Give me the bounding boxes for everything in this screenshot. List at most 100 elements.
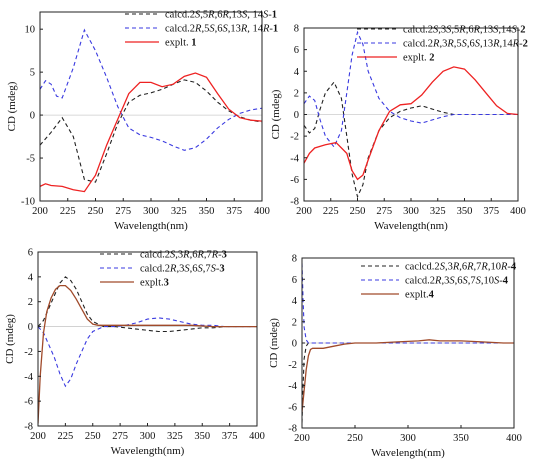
x-tick-label: 275 [115, 206, 131, 217]
x-tick-label: 250 [350, 206, 366, 217]
series-line-3 [304, 66, 518, 181]
y-tick-label: 2 [292, 317, 297, 328]
legend-label-2: calcd.2R,3S,6S,7S-3 [140, 264, 225, 275]
x-tick-label: 350 [453, 433, 469, 444]
x-tick-label: 325 [171, 206, 187, 217]
x-tick-label: 325 [167, 431, 183, 442]
chart-panel-top-right: 200 225 250 275 300 325 350 375 400 -8 -6 -4 -2 0 2 4 6 8… [270, 24, 528, 233]
legend-label-2: calcd.2R,3S,6S,7S,10S-4 [405, 276, 509, 287]
x-tick-label: 200 [294, 433, 310, 444]
y-tick-label: -8 [290, 197, 299, 208]
legend: calcd.2S,5R,6R,13S, 14S-1 calcd.2R,5S,6S,… [125, 10, 278, 49]
x-tick-label: 400 [506, 433, 522, 444]
series-line-1 [38, 276, 257, 333]
x-axis-label: Wavelength(nm) [111, 445, 185, 457]
x-tick-label: 350 [194, 431, 210, 442]
series-line-2 [38, 317, 257, 388]
y-tick-label: 8 [294, 24, 299, 35]
x-tick-label: 375 [222, 431, 238, 442]
y-tick-label: 6 [294, 45, 299, 56]
x-tick-label: 350 [199, 206, 215, 217]
legend-label-1: caclcd.2S,3R,6R,7R,10R-4 [405, 262, 517, 273]
x-tick-label: 300 [403, 206, 419, 217]
x-tick-label: 375 [226, 206, 242, 217]
y-tick-label: 8 [292, 254, 297, 265]
y-tick-label: 6 [292, 275, 297, 286]
x-tick-label: 250 [85, 431, 101, 442]
y-tick-label: -2 [290, 132, 299, 143]
x-tick-label: 275 [376, 206, 392, 217]
y-tick-label: 0 [28, 322, 33, 333]
chart-panel-bottom-left: 200 225 250 275 300 325 350 375 400 -8 -6 -4 -2 0 2 4 6 W… [4, 248, 265, 458]
legend-label-1: calcd.2S,5R,6R,13S, 14S-1 [165, 10, 277, 21]
y-axis-label: CD (mdeg) [4, 314, 16, 364]
x-tick-label: 200 [32, 206, 48, 217]
y-tick-label: 5 [30, 68, 35, 79]
legend-label-2: calcd.2R,5S,6S,13R, 14R-1 [165, 24, 278, 35]
legend-label-1: calcd.2S,3R,6R,7R-3 [140, 250, 227, 261]
x-tick-label: 225 [323, 206, 339, 217]
y-tick-label: -10 [21, 197, 35, 208]
y-tick-label: 4 [294, 67, 300, 78]
legend: calcd.2S,3R,6R,7R-3 calcd.2R,3S,6S,7S-3 ex… [100, 250, 227, 289]
legend: caclcd.2S,3R,6R,7R,10R-4 calcd.2R,3S,6S,7… [361, 262, 517, 301]
x-axis-label: Wavelength(nm) [371, 447, 445, 459]
y-tick-label: 0 [294, 110, 299, 121]
x-tick-label: 250 [88, 206, 104, 217]
y-tick-label: -4 [24, 372, 33, 383]
legend-label-3: explt. 1 [165, 38, 197, 49]
series-line-3 [40, 72, 262, 193]
y-tick-label: -4 [290, 153, 299, 164]
y-tick-label: -6 [24, 397, 33, 408]
x-tick-label: 400 [249, 431, 265, 442]
x-axis-label: Wavelength(nm) [114, 220, 188, 232]
y-tick-label: -2 [24, 347, 33, 358]
legend-label-2: calcd.2R,3R,5S,6S,13R,14R-2 [403, 39, 528, 50]
y-tick-label: -8 [288, 424, 297, 435]
x-tick-label: 325 [430, 206, 446, 217]
x-tick-label: 350 [457, 206, 473, 217]
x-tick-label: 225 [60, 206, 76, 217]
y-axis-label: CD (mdeg) [268, 318, 280, 368]
series-line-3 [38, 284, 257, 424]
x-tick-label: 300 [400, 433, 416, 444]
legend-label-1: calcd.2S,3S,5R,6R,13S,14S-2 [403, 25, 526, 36]
legend-label-3: explt. 2 [403, 53, 435, 64]
y-tick-label: 2 [294, 88, 299, 99]
series-line-1 [302, 342, 514, 423]
y-tick-label: -8 [24, 422, 33, 433]
chart-panel-top-left: 200 225 250 275 300 325 350 375 400 -10 -5 0 5 10 Wave… [6, 10, 278, 233]
x-axis-label: Wavelength(nm) [374, 220, 448, 232]
x-tick-label: 275 [112, 431, 128, 442]
y-tick-label: 0 [30, 111, 35, 122]
x-tick-label: 225 [58, 431, 74, 442]
chart-panel-bottom-right: 200 250 300 350 400 -8 -6 -4 -2 0 2 4 6 8 Wavelength(n… [268, 254, 522, 460]
series-line-3 [302, 339, 514, 413]
legend: calcd.2S,3S,5R,6R,13S,14S-2 calcd.2R,3R,5… [357, 25, 528, 64]
x-tick-label: 200 [30, 431, 46, 442]
y-tick-label: 4 [292, 296, 298, 307]
y-axis-label: CD (mdeg) [6, 81, 18, 131]
y-tick-label: 10 [25, 25, 36, 36]
y-tick-label: 4 [28, 272, 34, 283]
y-tick-label: -5 [26, 154, 35, 165]
x-tick-label: 375 [483, 206, 499, 217]
y-tick-label: -6 [288, 402, 297, 413]
y-tick-label: -2 [288, 360, 297, 371]
series-line-2 [304, 30, 518, 148]
x-tick-label: 200 [296, 206, 312, 217]
y-tick-label: 0 [292, 339, 297, 350]
y-tick-label: 2 [28, 297, 33, 308]
plot-frame [39, 11, 263, 202]
y-tick-label: -6 [290, 175, 299, 186]
y-tick-label: -4 [288, 381, 297, 392]
y-axis-label: CD (mdeg) [270, 89, 282, 139]
series-line-2 [40, 28, 262, 151]
x-tick-label: 400 [254, 206, 270, 217]
series-line-1 [40, 79, 262, 183]
x-tick-label: 300 [140, 431, 156, 442]
x-tick-label: 250 [347, 433, 363, 444]
legend-label-3: explt.3 [140, 278, 169, 289]
y-tick-label: 6 [28, 248, 33, 259]
